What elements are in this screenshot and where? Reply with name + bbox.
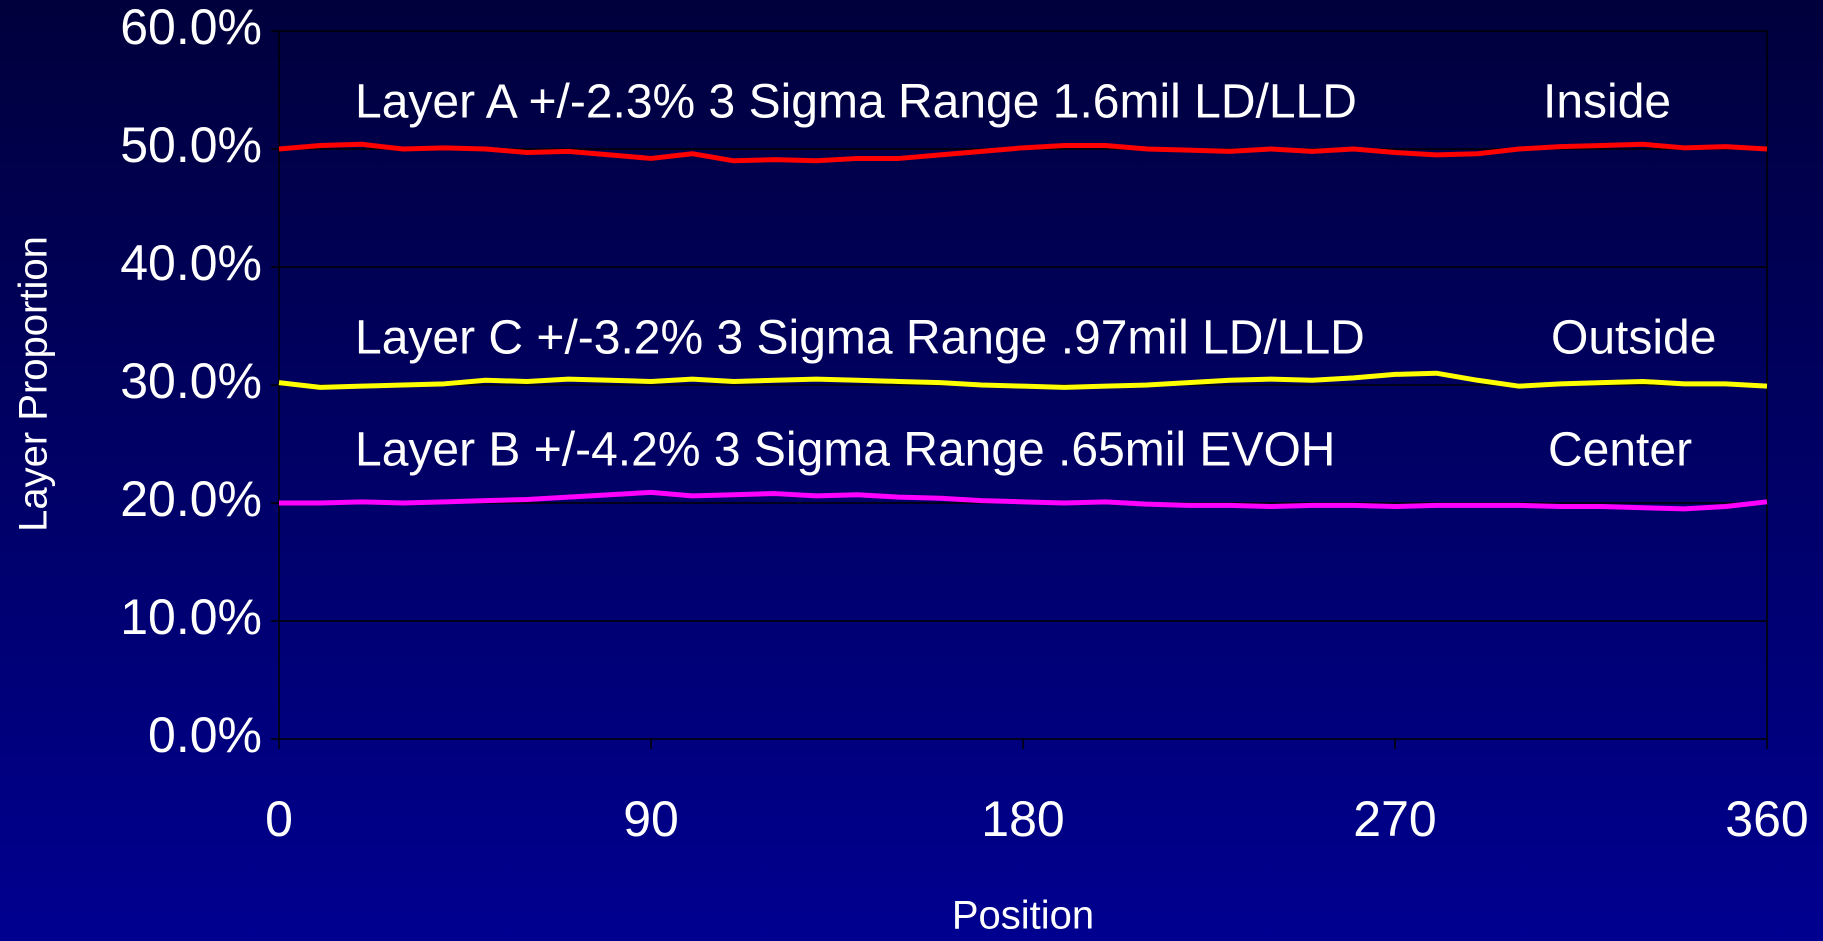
series-line	[278, 141, 1768, 164]
x-tick-label: 90	[623, 791, 679, 847]
series-line	[279, 489, 1768, 512]
annotation: Layer A +/-2.3% 3 Sigma Range 1.6mil LD/…	[355, 76, 1357, 129]
y-tick-label: 50.0%	[120, 117, 262, 173]
y-tick-label: 30.0%	[120, 353, 262, 409]
y-tick-label: 60.0%	[120, 0, 262, 55]
x-tick-label: 0	[265, 791, 293, 847]
annotation: Outside	[1551, 312, 1716, 365]
y-tick-label: 40.0%	[120, 235, 262, 291]
annotation: Center	[1548, 424, 1692, 477]
series-line	[278, 370, 1768, 390]
y-tick-label: 10.0%	[120, 589, 262, 645]
y-tick-label: 0.0%	[148, 707, 262, 763]
x-tick-label: 360	[1725, 791, 1808, 847]
annotation: Layer C +/-3.2% 3 Sigma Range .97mil LD/…	[355, 312, 1365, 365]
annotation: Inside	[1543, 76, 1671, 129]
x-axis-title: Position	[952, 894, 1094, 938]
x-tick-label: 180	[981, 791, 1064, 847]
annotation: Layer B +/-4.2% 3 Sigma Range .65mil EVO…	[355, 424, 1335, 477]
x-tick-label: 270	[1353, 791, 1436, 847]
y-axis-title: Layer Proportion	[12, 236, 56, 532]
y-tick-label: 20.0%	[120, 471, 262, 527]
